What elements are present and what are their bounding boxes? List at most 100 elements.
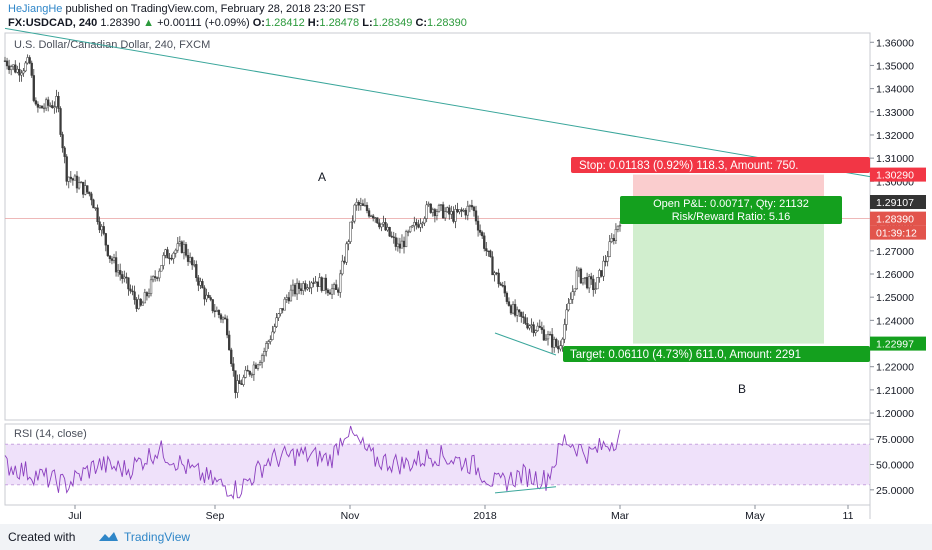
- candle-body: [610, 238, 613, 242]
- candle-body: [217, 310, 221, 315]
- y-tick-label: 1.26000: [876, 269, 914, 281]
- author-link[interactable]: HeJiangHe: [8, 3, 63, 15]
- candle-body: [98, 221, 101, 231]
- candle-body: [478, 229, 482, 233]
- candle-body: [100, 226, 103, 231]
- candle-body: [295, 282, 299, 295]
- candle-body: [563, 324, 566, 340]
- candle-body: [36, 103, 40, 108]
- candle-body: [197, 277, 200, 286]
- candle-body: [454, 209, 457, 222]
- candle-body: [160, 265, 163, 272]
- candle-body: [376, 217, 379, 224]
- candle-body: [546, 334, 550, 340]
- candle-body: [585, 277, 589, 289]
- candle-body: [215, 310, 219, 312]
- candle-body: [604, 260, 607, 263]
- candle-body: [209, 297, 212, 300]
- candle-body: [90, 193, 93, 201]
- y-tick-label: 1.27000: [876, 246, 914, 258]
- candle-body: [433, 209, 437, 217]
- y-tick-label: 1.20000: [876, 408, 914, 420]
- candle-body: [464, 209, 467, 216]
- y-tick-label: 1.22000: [876, 362, 914, 374]
- candle-body: [396, 243, 400, 247]
- candle-body: [123, 276, 126, 279]
- candle-body: [230, 349, 233, 365]
- candle-body: [219, 314, 223, 320]
- candle-body: [456, 209, 459, 213]
- candle-body: [339, 273, 342, 293]
- price-pane-title: U.S. Dollar/Canadian Dollar, 240, FXCM: [14, 39, 210, 51]
- candle-body: [156, 277, 159, 279]
- candle-body: [550, 334, 554, 348]
- candle-body: [34, 100, 38, 105]
- tradingview-cloud-icon: [99, 532, 118, 541]
- candle-body: [38, 105, 42, 108]
- candle-body: [569, 299, 572, 304]
- candle-body: [30, 62, 33, 76]
- last-price: 1.28390: [100, 17, 141, 29]
- rsi-pane-title: RSI (14, close): [14, 428, 87, 440]
- candle-body: [472, 206, 476, 212]
- candle-body: [26, 57, 29, 64]
- candle-body: [444, 211, 447, 219]
- candle-body: [600, 270, 603, 277]
- candle-body: [326, 289, 330, 293]
- candle-body: [127, 277, 130, 290]
- candle-body: [419, 223, 422, 228]
- candle-body: [431, 209, 434, 213]
- candle-body: [518, 309, 521, 313]
- candle-body: [404, 231, 408, 248]
- candle-body: [104, 233, 107, 246]
- candle-body: [466, 205, 469, 216]
- candle-body: [390, 235, 393, 238]
- candle-body: [12, 64, 15, 67]
- candle-body: [141, 302, 144, 306]
- candle-body: [59, 108, 62, 135]
- tradingview-brand-link[interactable]: TradingView: [124, 530, 191, 544]
- candle-body: [489, 250, 492, 258]
- candle-body: [20, 72, 23, 76]
- candle-body: [493, 272, 496, 276]
- candle-body: [567, 303, 570, 311]
- target-zone: [633, 201, 824, 344]
- symbol-label[interactable]: FX:USDCAD, 240: [8, 17, 98, 29]
- candle-body: [575, 270, 578, 290]
- candle-body: [439, 204, 443, 206]
- candle-body: [345, 243, 348, 263]
- candle-body: [602, 260, 605, 277]
- candle-body: [14, 64, 17, 73]
- candle-body: [57, 96, 60, 109]
- candle-body: [77, 182, 81, 189]
- candle-body: [487, 250, 490, 252]
- candle-body: [121, 274, 124, 279]
- candle-body: [110, 258, 114, 261]
- candle-body: [522, 316, 525, 318]
- candle-body: [499, 283, 502, 286]
- candle-body: [534, 330, 537, 334]
- candle-body: [289, 289, 293, 302]
- candle-body: [242, 377, 245, 385]
- price-tag-text: 1.28390: [876, 214, 914, 226]
- candle-body: [618, 224, 622, 227]
- candle-body: [524, 317, 527, 324]
- support-trendline: [494, 332, 557, 356]
- candle-body: [269, 339, 272, 342]
- y-tick-label: 1.34000: [876, 84, 914, 96]
- candle-body: [188, 257, 192, 262]
- candle-body: [254, 364, 258, 369]
- candle-body: [28, 57, 31, 64]
- candle-body: [304, 283, 307, 290]
- x-tick-label: Sep: [206, 510, 225, 522]
- chart-area[interactable]: U.S. Dollar/Canadian Dollar, 240, FXCM RS…: [0, 0, 932, 524]
- candle-body: [221, 317, 225, 320]
- candle-body: [297, 282, 301, 289]
- candle-body: [536, 325, 539, 331]
- candle-body: [201, 281, 204, 289]
- candle-body: [137, 298, 140, 309]
- candle-body: [162, 255, 165, 266]
- x-tick-label: Nov: [341, 510, 360, 522]
- candle-body: [386, 226, 389, 231]
- candle-body: [267, 341, 270, 344]
